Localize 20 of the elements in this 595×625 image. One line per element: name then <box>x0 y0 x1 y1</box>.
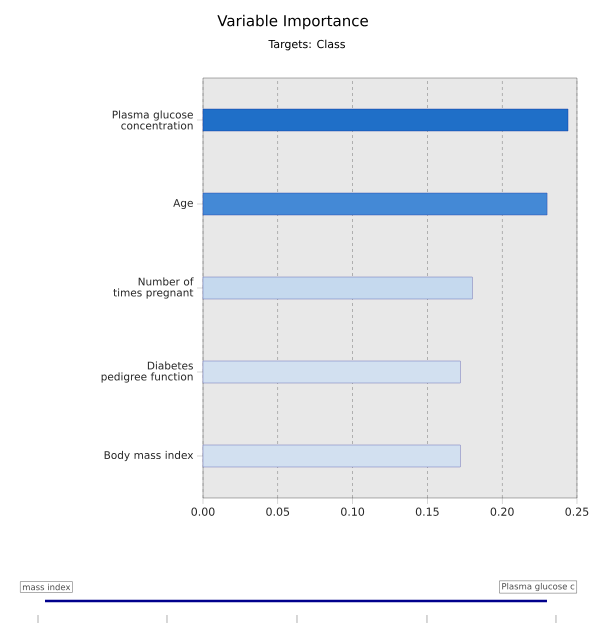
bar <box>202 444 460 468</box>
bar <box>202 108 568 132</box>
x-tick-label: 0.05 <box>266 508 290 516</box>
bar <box>202 192 548 216</box>
chart-title: Variable Importance <box>217 14 368 30</box>
bar <box>202 276 472 300</box>
x-tick-label: 0.20 <box>490 508 514 516</box>
text: mass index <box>22 584 70 590</box>
y-tick-label: Number of times pregnant <box>113 277 194 299</box>
text: Plasma glucose c <box>502 582 574 592</box>
bar <box>202 360 460 384</box>
y-tick-label: Diabetes pedigree function <box>102 361 193 383</box>
y-tick-label: Age <box>173 199 193 209</box>
y-tick-label: Plasma glucose concentration <box>112 110 193 130</box>
y-tick-label: Body mass index <box>104 450 194 462</box>
x-tick-label: 0.00 <box>191 508 214 516</box>
x-tick-label: 0.15 <box>416 508 439 516</box>
chart-subtitle: Targets: Class <box>268 40 345 50</box>
x-tick-label: 0.10 <box>341 508 364 516</box>
x-tick-label: 0.25 <box>565 508 588 516</box>
